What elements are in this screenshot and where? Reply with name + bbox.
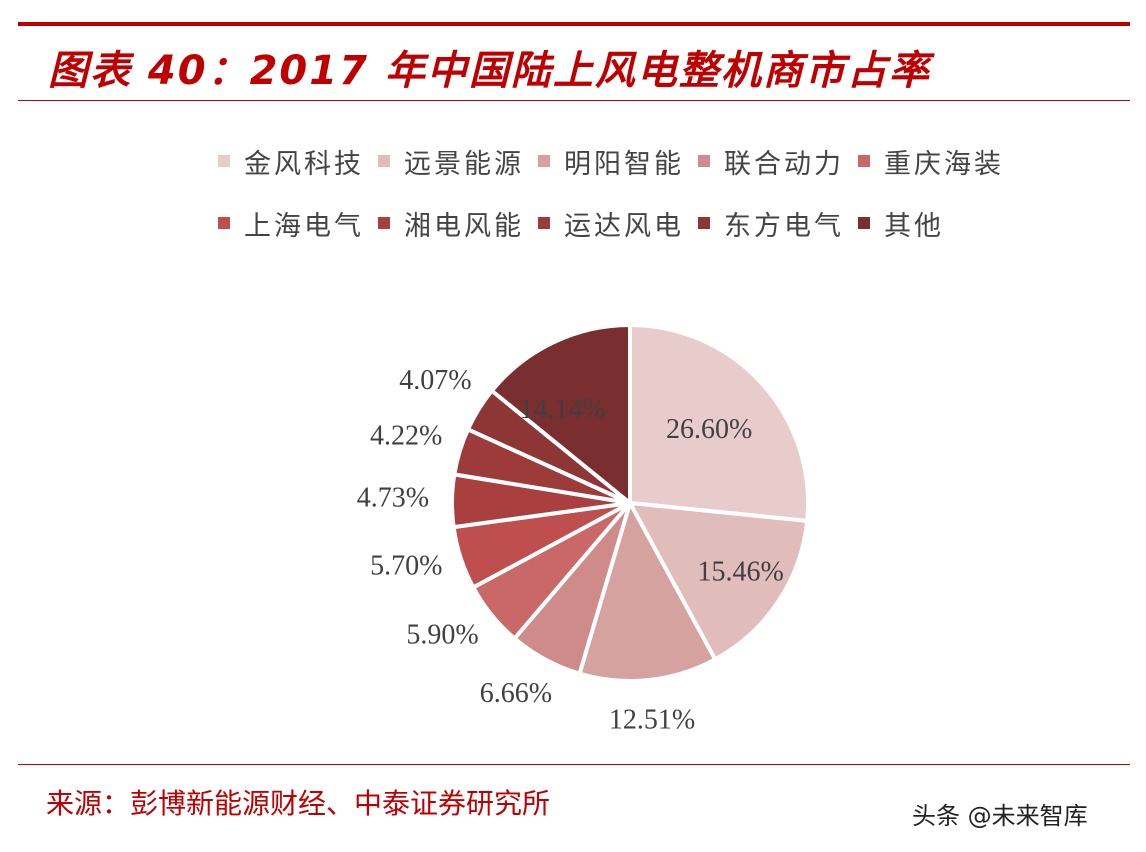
legend-item: 重庆海装 bbox=[858, 142, 1004, 181]
data-label: 15.46% bbox=[698, 556, 784, 587]
legend-label: 金风科技 bbox=[244, 148, 364, 180]
legend-swatch bbox=[858, 155, 870, 167]
data-label: 26.60% bbox=[666, 414, 752, 445]
legend-swatch bbox=[218, 217, 230, 229]
legend-item: 远景能源 bbox=[378, 142, 524, 181]
pie-slice bbox=[626, 500, 810, 663]
top-rule bbox=[18, 22, 1130, 26]
legend-swatch bbox=[378, 155, 390, 167]
legend-item: 运达风电 bbox=[538, 204, 684, 243]
title-rule bbox=[18, 100, 1130, 101]
legend-label: 明阳智能 bbox=[564, 148, 684, 180]
legend-swatch bbox=[538, 217, 550, 229]
legend-label: 其他 bbox=[884, 210, 944, 242]
legend-label: 重庆海装 bbox=[884, 148, 1004, 180]
pie-slice bbox=[489, 322, 632, 508]
legend-label: 远景能源 bbox=[404, 148, 524, 180]
chart-legend: 金风科技 远景能源 明阳智能 联合动力 重庆海装 上海电气 湘电风能 运达风电 … bbox=[218, 140, 1098, 264]
legend-item: 湘电风能 bbox=[378, 204, 524, 243]
data-label: 14.14% bbox=[519, 394, 605, 425]
legend-swatch bbox=[858, 217, 870, 229]
legend-item: 其他 bbox=[858, 204, 944, 243]
pie-slice bbox=[628, 322, 810, 524]
source-note: 来源：彭博新能源财经、中泰证券研究所 bbox=[46, 787, 551, 820]
legend-item: 明阳智能 bbox=[538, 142, 684, 181]
legend-item: 东方电气 bbox=[698, 204, 844, 243]
legend-label: 湘电风能 bbox=[404, 210, 524, 242]
data-label: 4.73% bbox=[357, 483, 429, 514]
legend-item: 联合动力 bbox=[698, 142, 844, 181]
legend-row-2: 上海电气 湘电风能 运达风电 东方电气 其他 bbox=[218, 202, 1098, 244]
data-label: 4.07% bbox=[399, 365, 471, 396]
legend-item: 上海电气 bbox=[218, 204, 364, 243]
legend-swatch bbox=[698, 217, 710, 229]
legend-label: 联合动力 bbox=[724, 148, 844, 180]
legend-swatch bbox=[538, 155, 550, 167]
legend-label: 运达风电 bbox=[564, 210, 684, 242]
data-label: 5.90% bbox=[406, 619, 478, 650]
data-label: 6.66% bbox=[480, 678, 552, 709]
legend-swatch bbox=[698, 155, 710, 167]
legend-label: 东方电气 bbox=[724, 210, 844, 242]
watermark: 头条 @未来智库 bbox=[912, 802, 1088, 830]
bottom-rule bbox=[18, 764, 1130, 765]
legend-swatch bbox=[218, 155, 230, 167]
legend-item: 金风科技 bbox=[218, 142, 364, 181]
legend-row-1: 金风科技 远景能源 明阳智能 联合动力 重庆海装 bbox=[218, 140, 1098, 182]
data-label: 4.22% bbox=[370, 421, 442, 452]
data-label: 12.51% bbox=[609, 704, 695, 735]
legend-label: 上海电气 bbox=[244, 210, 364, 242]
pie-slice bbox=[577, 497, 718, 683]
data-label: 5.70% bbox=[370, 551, 442, 582]
legend-swatch bbox=[378, 217, 390, 229]
page-title: 图表 40：2017 年中国陆上风电整机商市占率 bbox=[48, 48, 931, 94]
